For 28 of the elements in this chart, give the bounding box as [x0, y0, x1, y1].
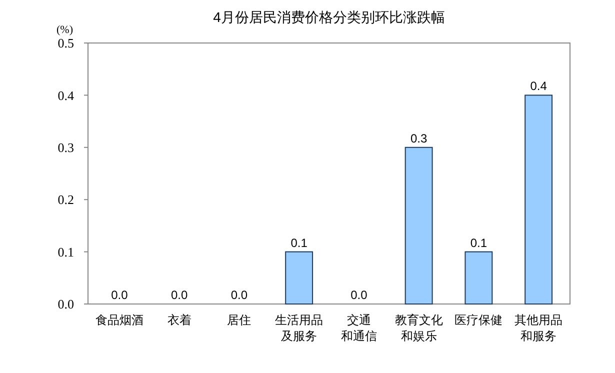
y-axis-title: (%): [56, 24, 74, 36]
data-label: 0.0: [111, 288, 128, 302]
data-label: 0.4: [530, 79, 548, 94]
data-label: 0.0: [350, 288, 368, 302]
bar: [404, 146, 433, 304]
bar: [464, 251, 493, 304]
y-tick-label: 0.0: [58, 296, 74, 312]
data-label: 0.1: [470, 236, 488, 250]
bar: [524, 94, 553, 304]
data-label: 0.3: [410, 131, 428, 146]
bar: [285, 251, 314, 304]
x-tick-label: 教育文化和娱乐: [394, 313, 443, 343]
y-tick-label: 0.4: [58, 88, 74, 103]
data-label: 0.0: [170, 288, 188, 302]
x-tick-label: 生活用品及服务: [275, 313, 324, 343]
y-tick-label: 0.3: [58, 140, 74, 155]
x-tick-label: 其他用品和服务: [514, 313, 563, 343]
x-tick-label: 食品烟酒: [95, 313, 144, 327]
y-tick-label: 0.1: [58, 244, 74, 260]
y-tick-label: 0.2: [58, 192, 74, 208]
x-tick-label: 居住: [227, 313, 252, 327]
chart-title: 4月份居民消费价格分类别环比涨跌幅: [213, 9, 445, 25]
x-tick-label: 交通和通信: [340, 313, 377, 343]
data-label: 0.1: [290, 236, 308, 250]
data-label: 0.0: [230, 288, 248, 302]
x-tick-label: 衣着: [167, 313, 192, 327]
x-tick-label: 医疗保健: [454, 313, 503, 327]
y-tick-label: 0.5: [58, 36, 74, 51]
